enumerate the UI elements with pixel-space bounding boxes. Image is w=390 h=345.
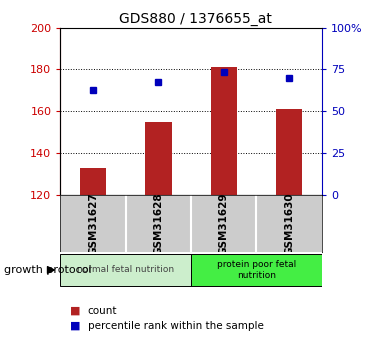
Text: GDS880 / 1376655_at: GDS880 / 1376655_at (119, 12, 271, 26)
Text: ■: ■ (70, 321, 81, 331)
Bar (276, 109, 302, 195)
Text: GSM31630: GSM31630 (284, 192, 294, 255)
Bar (191, 254, 322, 286)
Text: percentile rank within the sample: percentile rank within the sample (88, 321, 264, 331)
Text: normal fetal nutrition: normal fetal nutrition (77, 265, 174, 275)
Text: protein poor fetal
nutrition: protein poor fetal nutrition (217, 260, 296, 280)
Text: GSM31629: GSM31629 (219, 192, 229, 255)
Bar (145, 122, 172, 195)
Text: growth protocol: growth protocol (4, 265, 92, 275)
Text: GSM31628: GSM31628 (153, 192, 163, 255)
Bar (80, 168, 106, 195)
Text: ■: ■ (70, 306, 81, 315)
Text: GSM31627: GSM31627 (88, 192, 98, 255)
Bar (60, 254, 191, 286)
Text: count: count (88, 306, 117, 315)
Bar (211, 67, 237, 195)
